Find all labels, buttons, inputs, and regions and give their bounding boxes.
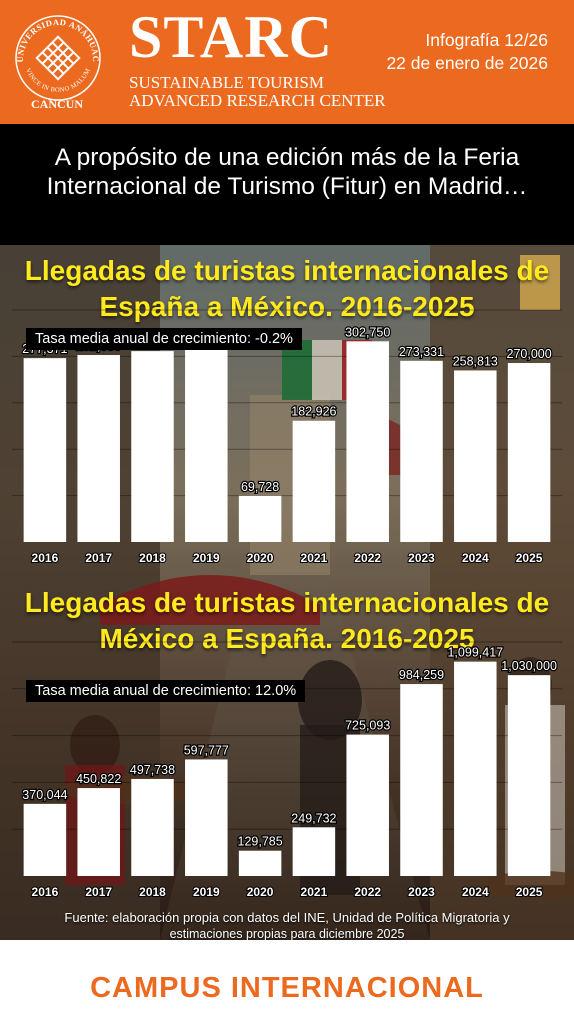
footer: CAMPUS INTERNACIONAL	[0, 940, 574, 1024]
chart-2-bar-2024	[454, 661, 497, 876]
chart-1-bar-2016	[23, 358, 67, 542]
publication-date: 22 de enero de 2026	[386, 53, 548, 73]
chart-1-year-label: 2020	[247, 551, 274, 565]
header-banner: UNIVERSIDAD ANÁHUAC VINCE IN BONO MALUM …	[0, 0, 574, 124]
intro-band: A propósito de una edición más de la Fer…	[0, 124, 574, 245]
issue-number: Infografía 12/26	[425, 30, 548, 50]
chart-1-bar-2017	[77, 355, 120, 542]
chart-1-title: Llegadas de turistas internacionales de …	[24, 255, 550, 322]
chart-2-value-label: 249,732	[291, 811, 336, 825]
chart-2-value-label: 450,822	[76, 772, 121, 786]
chart-2-value-label: 370,044	[22, 788, 67, 802]
chart-1-year-label: 2017	[85, 551, 112, 565]
chart-2-bar-2022	[346, 734, 389, 876]
chart-1-value-label: 182,926	[291, 405, 336, 419]
chart-1-bar-2022	[346, 341, 389, 542]
chart-2-value-label: 725,093	[345, 719, 390, 733]
chart-1-bar-2018	[131, 351, 174, 542]
logo-arc-text: UNIVERSIDAD ANÁHUAC	[15, 17, 101, 63]
chart-2-bar-2017	[77, 788, 120, 876]
logo-city: CANCÚN	[31, 97, 83, 111]
chart-2-bar-2020	[238, 850, 282, 876]
chart-2-year-label: 2016	[32, 885, 59, 899]
chart-1-year-label: 2024	[462, 551, 489, 565]
chart-2-value-label: 1,099,417	[447, 646, 503, 660]
chart-1-year-label: 2019	[193, 551, 220, 565]
chart-1-bar-2021	[292, 420, 336, 542]
chart-2-growth-rate: Tasa media anual de crecimiento: 12.0%	[26, 680, 306, 702]
university-seal-logo: UNIVERSIDAD ANÁHUAC VINCE IN BONO MALUM	[15, 15, 101, 101]
chart-2-value-label: 497,738	[130, 763, 175, 777]
chart-2-value-label: 984,259	[399, 668, 444, 682]
chart-1-bar-2019	[185, 345, 228, 542]
chart-1-year-label: 2021	[301, 551, 328, 565]
chart-1-value-label: 258,813	[453, 354, 498, 368]
chart-2-bar-2018	[131, 778, 174, 876]
chart-1-year-label: 2023	[408, 551, 435, 565]
chart-2-title: Llegadas de turistas internacionales de …	[24, 587, 550, 654]
chart-2-bar-2025	[507, 675, 551, 876]
chart-2-year-label: 2018	[139, 885, 166, 899]
chart-2-value-label: 597,777	[184, 743, 229, 757]
source-line-1: Fuente: elaboración propia con datos del…	[64, 910, 510, 925]
chart-1-growth-rate: Tasa media anual de crecimiento: -0.2%	[26, 328, 302, 350]
chart-1-bar-2024	[454, 370, 497, 542]
chart-2-bar-2019	[185, 759, 228, 876]
campus-label: CAMPUS INTERNACIONAL	[90, 972, 484, 1004]
chart-2-bar-2016	[23, 803, 67, 876]
chart-1-bar-2020	[238, 495, 282, 542]
chart-1-year-label: 2022	[354, 551, 381, 565]
brand-subtitle-1: SUSTAINABLE TOURISM	[129, 73, 324, 92]
chart-2-year-label: 2020	[247, 885, 274, 899]
chart-2-value-label: 129,785	[238, 835, 283, 849]
intro-text: A propósito de una edición más de la Fer…	[46, 144, 528, 200]
chart-1-value-label: 69,728	[241, 480, 279, 494]
chart-2-year-label: 2025	[516, 885, 543, 899]
source-line-2: estimaciones propias para diciembre 2025	[169, 927, 405, 941]
chart-1-value-label: 273,331	[399, 345, 444, 359]
svg-text:UNIVERSIDAD ANÁHUAC: UNIVERSIDAD ANÁHUAC	[15, 17, 101, 63]
chart-1-year-label: 2025	[516, 551, 543, 565]
chart-1-value-label: 270,000	[507, 347, 552, 361]
chart-1-bar-2025	[507, 363, 551, 542]
chart-1-bar-2023	[400, 360, 443, 542]
chart-2-year-label: 2019	[193, 885, 220, 899]
chart-2-year-label: 2023	[408, 885, 435, 899]
chart-2-year-label: 2017	[85, 885, 112, 899]
chart-2-year-label: 2021	[301, 885, 328, 899]
chart-2-year-label: 2022	[354, 885, 381, 899]
lattice-icon	[35, 35, 81, 81]
brand-subtitle-2: ADVANCED RESEARCH CENTER	[129, 91, 386, 110]
brand-name: STARC	[129, 4, 333, 70]
chart-2-value-label: 1,030,000	[501, 659, 557, 673]
chart-1-year-label: 2016	[32, 551, 59, 565]
chart-2-bar-2021	[292, 827, 336, 876]
chart-2-bar-2023	[400, 684, 443, 876]
chart-1-spain-to-mexico: 277,3712016282,0592017287,9722018296,134…	[12, 309, 562, 566]
chart-1-value-label: 302,750	[345, 325, 390, 339]
source-note: Fuente: elaboración propia con datos del…	[30, 909, 544, 943]
chart-2-mexico-to-spain: 370,044 2016 450,822 2017 497,738 2018 597,777…	[12, 641, 562, 900]
chart-1-year-label: 2018	[139, 551, 166, 565]
chart-2-year-label: 2024	[462, 885, 489, 899]
